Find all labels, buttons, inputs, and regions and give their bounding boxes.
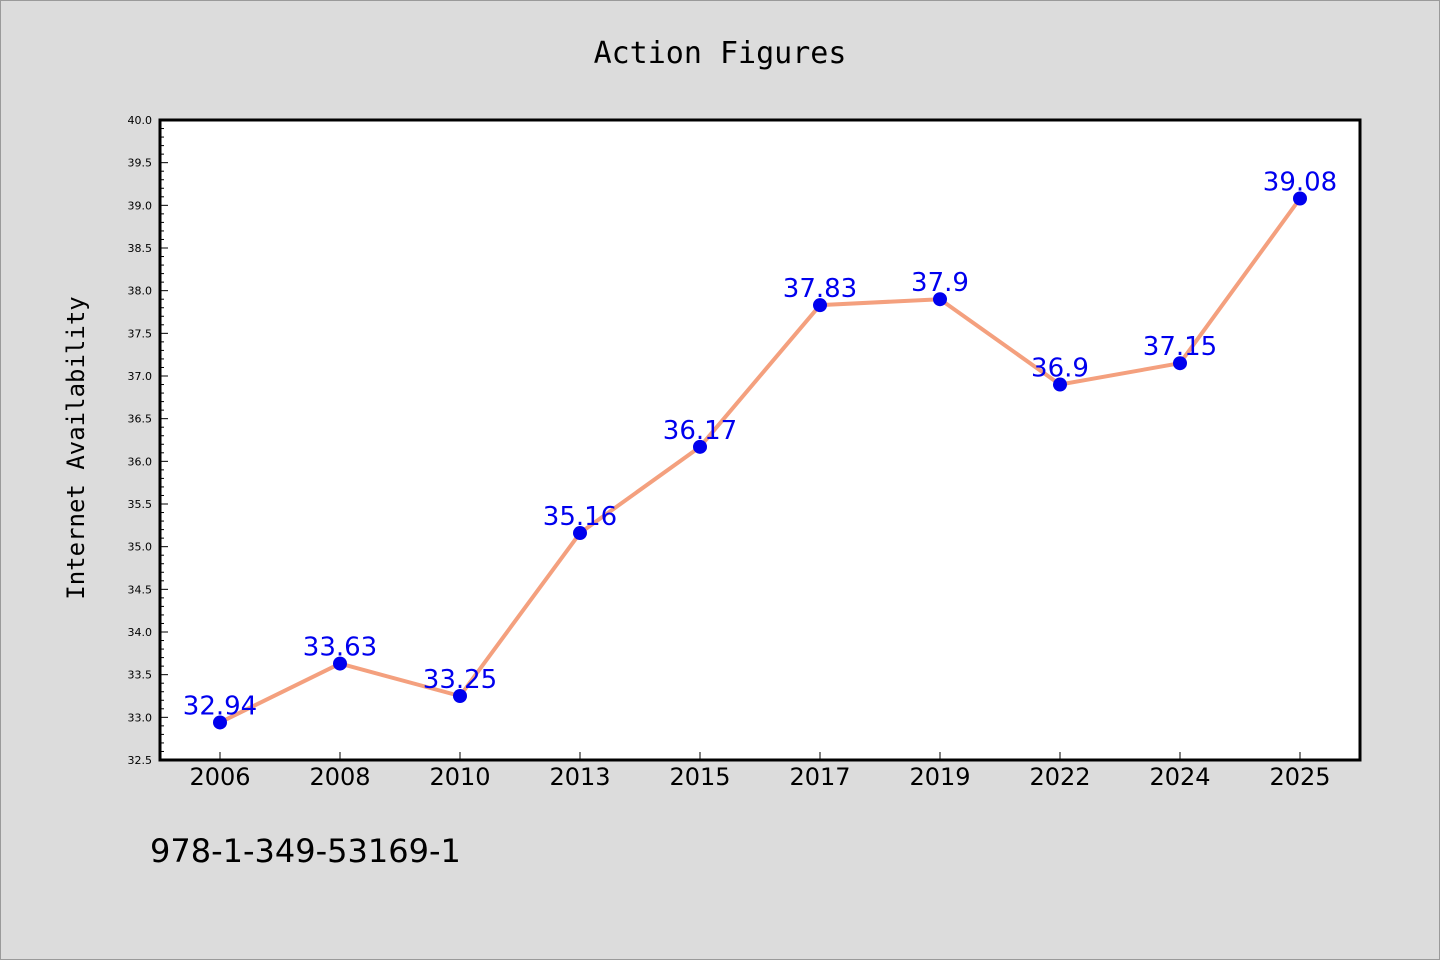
data-point xyxy=(1293,191,1307,206)
y-tick-label: 38.0 xyxy=(128,285,153,298)
x-tick-label: 2013 xyxy=(549,763,610,791)
plot-area xyxy=(160,120,1360,760)
y-axis-label: Internet Availability xyxy=(62,296,90,599)
plot-border xyxy=(158,118,1362,762)
data-label: 32.94 xyxy=(183,691,257,721)
y-tick-label: 36.0 xyxy=(128,455,153,468)
data-label: 36.17 xyxy=(663,416,737,446)
x-tick-label: 2010 xyxy=(429,763,490,791)
data-point xyxy=(933,292,947,307)
data-label: 37.15 xyxy=(1143,332,1217,362)
y-tick-label: 39.0 xyxy=(128,199,153,212)
y-tick-label: 40.0 xyxy=(128,114,153,127)
y-tick-label: 32.5 xyxy=(128,754,153,767)
x-tick-label: 2022 xyxy=(1029,763,1090,791)
x-tick-label: 2008 xyxy=(309,763,370,791)
y-tick-label: 38.5 xyxy=(128,242,153,255)
y-tick-label: 35.5 xyxy=(128,498,153,511)
data-label: 35.16 xyxy=(543,502,617,532)
data-point xyxy=(453,689,467,703)
x-axis: 2006 2008 2010 2013 2015 2017 2019 2022 2024 2025 xyxy=(189,752,1331,791)
x-tick-label: 2017 xyxy=(789,763,850,791)
x-tick-label: 2006 xyxy=(189,763,250,791)
series-line xyxy=(219,197,1302,725)
y-tick-label: 34.0 xyxy=(128,626,153,639)
data-label: 37.83 xyxy=(783,274,857,304)
y-tick-label: 37.5 xyxy=(128,327,153,340)
y-tick-label: 35.0 xyxy=(128,541,153,554)
data-label: 39.08 xyxy=(1263,168,1337,198)
data-point xyxy=(573,526,587,541)
y-tick-label: 33.5 xyxy=(128,669,153,682)
series: 32.94 33.63 33.25 35.16 36.17 37.83 37.9 36.9 37… xyxy=(183,168,1337,730)
data-label: 33.25 xyxy=(423,665,497,695)
data-label: 36.9 xyxy=(1031,354,1089,384)
data-point xyxy=(213,715,227,730)
data-label: 33.63 xyxy=(303,633,377,663)
footnote-isbn: 978-1-349-53169-1 xyxy=(150,832,461,870)
y-tick-label: 34.5 xyxy=(128,583,153,596)
data-label: 37.9 xyxy=(911,268,969,298)
y-tick-label: 37.0 xyxy=(128,370,153,383)
y-axis: 32.5 33.0 33.5 34.0 34.5 35.0 35.5 36.0 36.5 37.0… xyxy=(128,114,168,767)
data-point xyxy=(1173,356,1187,371)
data-point xyxy=(1053,377,1067,392)
x-tick-label: 2025 xyxy=(1269,763,1330,791)
data-point xyxy=(813,298,827,313)
x-tick-label: 2015 xyxy=(669,763,730,791)
y-tick-label: 36.5 xyxy=(128,413,153,426)
y-tick-label: 33.0 xyxy=(128,711,153,724)
x-tick-label: 2024 xyxy=(1149,763,1210,791)
data-point xyxy=(333,656,347,671)
y-tick-label: 39.5 xyxy=(128,157,153,170)
data-point xyxy=(693,439,707,454)
chart-title: Action Figures xyxy=(594,36,847,71)
x-tick-label: 2019 xyxy=(909,763,970,791)
